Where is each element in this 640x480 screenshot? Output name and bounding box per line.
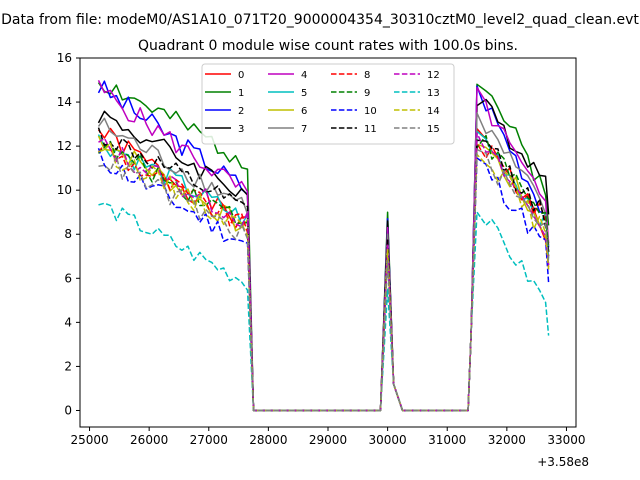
x-tick-label: 29000 xyxy=(309,433,347,447)
x-tick-label: 33000 xyxy=(547,433,585,447)
x-offset-label: +3.58e8 xyxy=(537,455,589,469)
y-tick-label: 2 xyxy=(64,359,72,373)
x-tick-label: 32000 xyxy=(488,433,526,447)
legend-label-3: 3 xyxy=(238,124,244,135)
legend-label-15: 15 xyxy=(427,124,440,135)
x-tick-label: 26000 xyxy=(130,433,168,447)
legend-label-4: 4 xyxy=(301,70,307,81)
y-tick-label: 4 xyxy=(64,315,72,329)
legend-label-6: 6 xyxy=(301,106,307,117)
y-tick-label: 14 xyxy=(57,95,72,109)
legend-label-0: 0 xyxy=(238,70,244,81)
y-tick-label: 16 xyxy=(57,51,72,65)
y-axis: 0 2 4 6 8 10 12 14 16 xyxy=(57,51,80,417)
legend-label-11: 11 xyxy=(364,124,377,135)
x-tick-label: 28000 xyxy=(249,433,287,447)
y-tick-label: 8 xyxy=(64,227,72,241)
legend-label-8: 8 xyxy=(364,70,370,81)
y-tick-label: 0 xyxy=(64,403,72,417)
y-tick-label: 6 xyxy=(64,271,72,285)
series-line-15 xyxy=(98,148,550,412)
legend-label-2: 2 xyxy=(238,106,244,117)
legend-label-12: 12 xyxy=(427,70,440,81)
x-tick-label: 27000 xyxy=(190,433,228,447)
chart-title: Quadrant 0 module wise count rates with … xyxy=(138,38,518,54)
y-tick-label: 12 xyxy=(57,139,72,153)
series-layer xyxy=(97,79,550,412)
legend-label-5: 5 xyxy=(301,88,307,99)
x-tick-label: 25000 xyxy=(70,433,108,447)
figure-suptitle: Data from file: modeM0/AS1A10_071T20_900… xyxy=(1,12,639,28)
legend-label-14: 14 xyxy=(427,106,440,117)
legend-label-9: 9 xyxy=(364,88,370,99)
legend-label-13: 13 xyxy=(427,88,440,99)
legend-label-7: 7 xyxy=(301,124,307,135)
x-axis: 25000 26000 27000 28000 29000 30000 31000 32000… xyxy=(70,427,586,447)
legend-label-1: 1 xyxy=(238,88,244,99)
legend-frame xyxy=(201,63,455,145)
legend-label-10: 10 xyxy=(364,106,377,117)
x-tick-label: 30000 xyxy=(369,433,407,447)
x-tick-label: 31000 xyxy=(428,433,466,447)
y-tick-label: 10 xyxy=(57,183,72,197)
